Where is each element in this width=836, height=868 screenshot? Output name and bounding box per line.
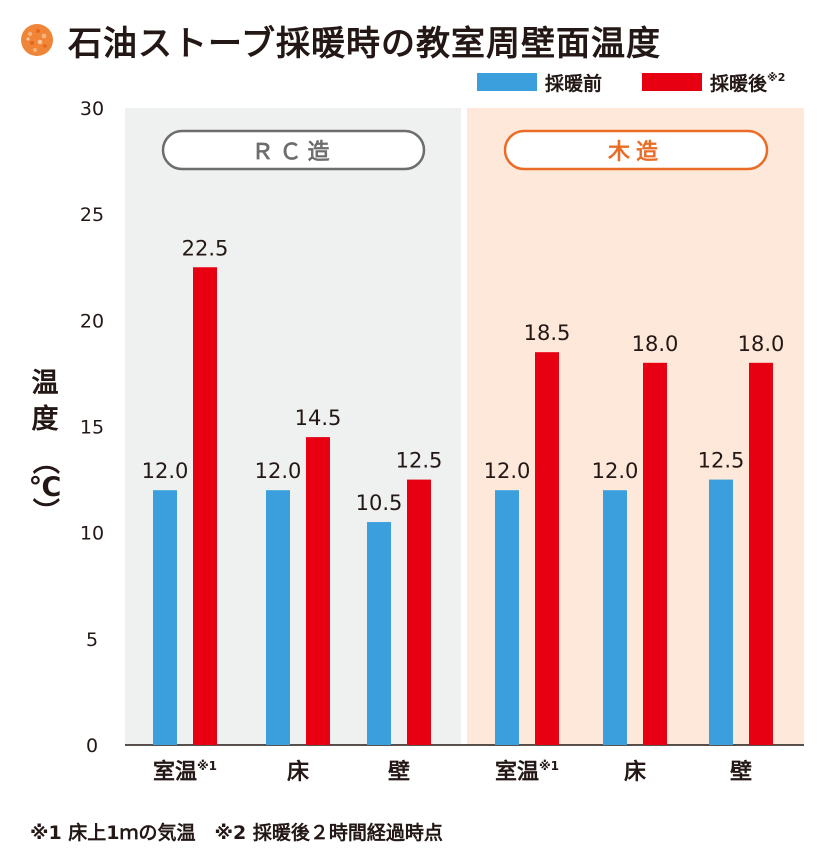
- panel-rc: [125, 108, 461, 745]
- legend-label: 採暖前: [545, 72, 602, 95]
- category-label: 壁: [388, 759, 410, 785]
- y-axis-label-char: ℃: [29, 472, 62, 503]
- bar-after: [306, 437, 330, 745]
- value-label: 14.5: [295, 406, 342, 430]
- category-label: 床: [624, 759, 647, 785]
- value-label: 18.0: [632, 332, 679, 356]
- value-label: 12.0: [255, 459, 302, 483]
- bar-after: [643, 362, 667, 745]
- bar-after: [749, 362, 773, 745]
- y-axis-label-char: ）: [29, 498, 60, 525]
- value-label: 18.0: [738, 332, 785, 356]
- category-label: 室温※1: [153, 759, 217, 785]
- category-label: 床: [287, 759, 310, 785]
- value-label: 12.0: [484, 459, 531, 483]
- bar-before: [153, 490, 177, 745]
- y-axis-label-char: （: [29, 448, 60, 475]
- category-label: 壁: [730, 759, 752, 785]
- y-axis-label-char: 度: [32, 403, 59, 435]
- y-tick-label: 0: [86, 735, 98, 757]
- value-label: 22.5: [182, 236, 229, 260]
- stove-flame-icon: [21, 24, 53, 56]
- group-pill-0: [161, 129, 426, 171]
- legend-label: 採暖後※2: [710, 71, 785, 95]
- title-row: 石油ストーブ採暖時の教室周壁面温度: [18, 12, 661, 68]
- value-label: 12.5: [396, 449, 443, 473]
- bar-after: [535, 352, 559, 745]
- y-tick-label: 30: [80, 98, 104, 120]
- bar-before: [367, 522, 391, 745]
- legend-swatch-after: [642, 73, 702, 91]
- value-label: 12.5: [698, 449, 745, 473]
- y-tick-label: 5: [86, 629, 98, 651]
- bar-after: [193, 267, 217, 745]
- page-title: 石油ストーブ採暖時の教室周壁面温度: [68, 23, 661, 64]
- group-name: ＲＣ造: [251, 140, 335, 165]
- category-label: 室温※1: [495, 759, 559, 785]
- bar-before: [603, 490, 627, 745]
- y-axis-label-char: 温: [32, 368, 59, 399]
- value-label: 18.5: [524, 321, 571, 345]
- legend-swatch-before: [477, 73, 537, 91]
- group-name: 木造: [607, 140, 664, 165]
- value-label: 10.5: [356, 491, 403, 515]
- y-tick-label: 20: [80, 310, 104, 332]
- value-label: 12.0: [592, 459, 639, 483]
- bar-after: [407, 479, 431, 745]
- bar-before: [709, 479, 733, 745]
- bar-before: [495, 490, 519, 745]
- y-tick-label: 25: [80, 204, 104, 226]
- panel-wood: [467, 108, 804, 745]
- group-pill-1: [503, 129, 769, 171]
- y-tick-label: 10: [80, 523, 104, 545]
- y-tick-label: 15: [80, 417, 104, 439]
- bar-before: [266, 490, 290, 745]
- footnote: ※1 床上1ｍの気温 ※2 採暖後２時間経過時点: [30, 822, 443, 844]
- value-label: 12.0: [142, 459, 189, 483]
